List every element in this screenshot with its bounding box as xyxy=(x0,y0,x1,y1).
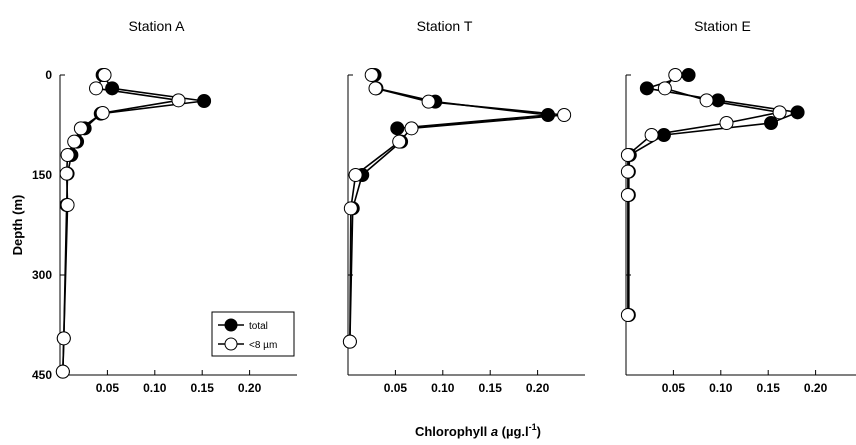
x-tick-label: 0.10 xyxy=(709,381,733,395)
panel-3: Station E 0.05 0.10 0.15 0.20 xyxy=(621,18,856,395)
legend-label: <8 µm xyxy=(249,340,277,351)
x-tick-label: 0.05 xyxy=(662,381,686,395)
x-tick-label: 0.05 xyxy=(96,381,120,395)
data-point-lt8 xyxy=(621,189,634,202)
data-point-lt8 xyxy=(405,122,418,135)
data-point-lt8 xyxy=(98,69,111,82)
panel-title: Station E xyxy=(694,18,751,34)
panel-1: Station A 0 150 300 450 0.05 0.10 0.15 0.20 total… xyxy=(32,18,297,395)
x-tick-label: 0.10 xyxy=(431,381,455,395)
data-point-total xyxy=(791,106,804,119)
data-point-lt8 xyxy=(61,149,74,162)
legend-marker-lt8 xyxy=(225,338,237,350)
x-axis-label-close: ) xyxy=(537,424,541,439)
x-tick-label: 0.15 xyxy=(479,381,503,395)
data-point-lt8 xyxy=(658,82,671,95)
x-tick-label: 0.20 xyxy=(238,381,262,395)
data-point-lt8 xyxy=(669,69,682,82)
legend: total <8 µm xyxy=(212,312,294,356)
y-axis-label: Depth (m) xyxy=(10,195,25,256)
x-tick-label: 0.15 xyxy=(757,381,781,395)
panel-title: Station A xyxy=(128,18,185,34)
data-point-lt8 xyxy=(621,309,634,322)
x-tick-label: 0.05 xyxy=(384,381,408,395)
data-point-lt8 xyxy=(56,365,69,378)
x-axis-label-suffix: (µg.l xyxy=(498,424,529,439)
data-point-lt8 xyxy=(61,199,74,212)
series-line-total xyxy=(63,75,204,372)
data-point-lt8 xyxy=(720,117,733,130)
data-point-lt8 xyxy=(74,122,87,135)
data-point-lt8 xyxy=(60,167,73,180)
y-tick-label: 450 xyxy=(32,368,52,382)
data-point-total xyxy=(765,117,778,130)
data-point-lt8 xyxy=(344,202,357,215)
series-line-lt8 xyxy=(63,75,179,372)
data-point-lt8 xyxy=(621,149,634,162)
data-point-total xyxy=(657,129,670,142)
data-point-lt8 xyxy=(343,335,356,348)
data-point-lt8 xyxy=(365,69,378,82)
series-line-total xyxy=(350,75,548,342)
panel-2: Station T 0.05 0.10 0.15 0.20 xyxy=(343,18,585,395)
data-point-lt8 xyxy=(68,135,81,148)
data-point-lt8 xyxy=(558,109,571,122)
data-point-total xyxy=(542,109,555,122)
data-point-lt8 xyxy=(349,169,362,182)
x-axis-label-sup: -1 xyxy=(529,422,537,432)
x-axis-label: Chlorophyll a (µg.l-1) xyxy=(415,422,541,439)
data-point-lt8 xyxy=(369,82,382,95)
data-point-total xyxy=(682,69,695,82)
y-tick-label: 150 xyxy=(32,168,52,182)
series-line-lt8 xyxy=(628,75,780,315)
legend-label: total xyxy=(249,321,268,332)
series-line-lt8 xyxy=(350,75,564,342)
data-point-lt8 xyxy=(645,129,658,142)
data-point-total xyxy=(106,82,119,95)
data-point-lt8 xyxy=(96,107,109,120)
data-point-lt8 xyxy=(393,135,406,148)
x-tick-label: 0.15 xyxy=(191,381,215,395)
data-point-lt8 xyxy=(773,106,786,119)
x-tick-label: 0.10 xyxy=(143,381,167,395)
x-axis-label-prefix: Chlorophyll xyxy=(415,424,491,439)
x-tick-label: 0.20 xyxy=(526,381,550,395)
data-point-total xyxy=(198,95,211,108)
data-point-lt8 xyxy=(90,82,103,95)
x-tick-label: 0.20 xyxy=(804,381,828,395)
panel-title: Station T xyxy=(417,18,473,34)
data-point-lt8 xyxy=(700,94,713,107)
data-point-lt8 xyxy=(172,94,185,107)
y-tick-label: 0 xyxy=(45,68,52,82)
data-point-total xyxy=(391,122,404,135)
x-axis-label-italic: a xyxy=(491,424,498,439)
data-point-total xyxy=(640,82,653,95)
data-point-lt8 xyxy=(621,165,634,178)
panels-layer: Station A 0 150 300 450 0.05 0.10 0.15 0.20 total… xyxy=(32,18,856,395)
data-point-lt8 xyxy=(422,95,435,108)
legend-marker-total xyxy=(225,319,237,331)
y-tick-label: 300 xyxy=(32,268,52,282)
data-point-lt8 xyxy=(57,332,70,345)
